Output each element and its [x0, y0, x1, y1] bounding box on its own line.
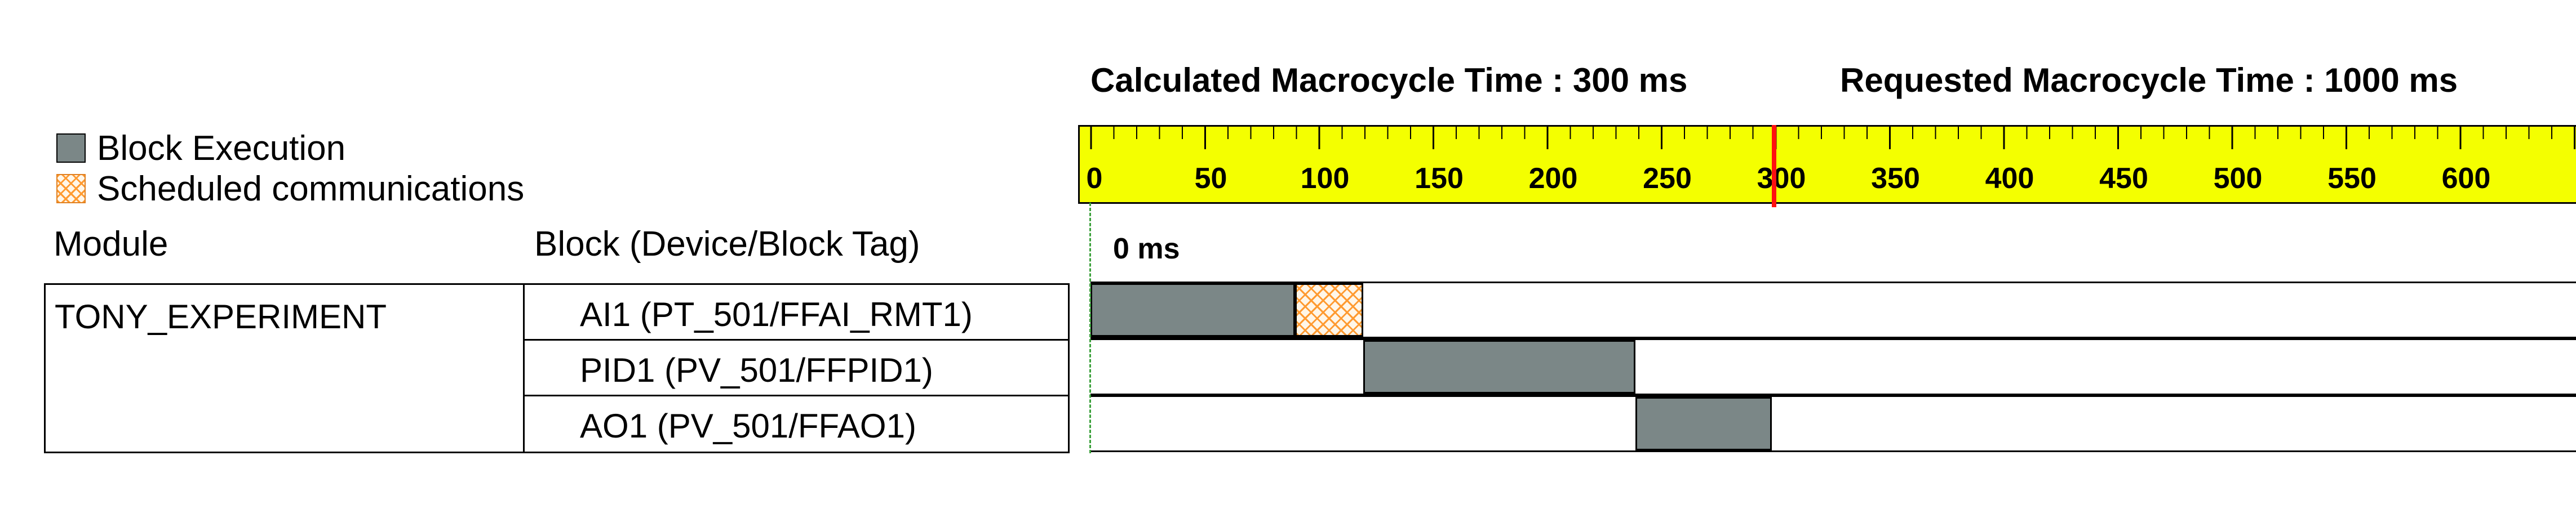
block-row-ao1[interactable]: AO1 (PV_501/FFAO1) — [525, 396, 1070, 452]
module-name: TONY_EXPERIMENT — [55, 298, 387, 336]
ruler-tick-label: 500 — [2213, 162, 2263, 195]
calculated-macrocycle-time: Calculated Macrocycle Time : 300 ms — [1090, 61, 1688, 99]
ruler-tick-label: 250 — [1643, 162, 1692, 195]
zero-time-label: 0 ms — [1113, 233, 1180, 265]
timeline-lanes — [1090, 282, 2576, 453]
block-label: AI1 (PT_501/FFAI_RMT1) — [580, 296, 973, 333]
zero-time-line — [1089, 203, 1091, 453]
block-execution-bar-pid1[interactable] — [1363, 340, 1636, 394]
timeline-lane-pid1 — [1090, 338, 2576, 395]
requested-macrocycle-time: Requested Macrocycle Time : 1000 ms — [1840, 61, 2458, 99]
module-cell[interactable]: TONY_EXPERIMENT — [46, 285, 525, 452]
macrocycle-marker[interactable] — [1772, 125, 1776, 207]
ruler-tick-label: 600 — [2441, 162, 2491, 195]
time-ruler: 0501001502002503003504004505005506006 — [1078, 125, 2576, 204]
ruler-tick-label: 150 — [1415, 162, 1464, 195]
legend-label-block-execution: Block Execution — [97, 128, 346, 168]
ruler-tick-label: 0 — [1086, 162, 1103, 195]
ruler-ticks — [1090, 127, 2575, 149]
legend-item-scheduled-communications: Scheduled communications — [56, 169, 524, 208]
ruler-tick-label: 200 — [1528, 162, 1578, 195]
timeline-lane-ai1 — [1090, 282, 2576, 338]
ruler-tick-label: 300 — [1757, 162, 1806, 195]
block-label: PID1 (PV_501/FFPID1) — [580, 351, 933, 389]
block-execution-swatch-icon — [56, 133, 86, 163]
legend-item-block-execution: Block Execution — [56, 128, 345, 168]
ruler-tick-label: 550 — [2327, 162, 2377, 195]
timeline-lane-ao1 — [1090, 395, 2576, 452]
column-header-block: Block (Device/Block Tag) — [534, 225, 920, 264]
block-row-ai1[interactable]: AI1 (PT_501/FFAI_RMT1) — [525, 285, 1070, 341]
block-execution-bar-ao1[interactable] — [1635, 397, 1772, 450]
legend-label-scheduled-communications: Scheduled communications — [97, 169, 525, 208]
ruler-tick-label: 50 — [1194, 162, 1227, 195]
schedule-table: TONY_EXPERIMENT AI1 (PT_501/FFAI_RMT1) P… — [44, 283, 1070, 453]
ruler-tick-label: 400 — [1985, 162, 2034, 195]
scheduled-communications-swatch-icon — [56, 174, 86, 203]
ruler-tick-label: 100 — [1300, 162, 1350, 195]
ruler-tick-label: 350 — [1871, 162, 1920, 195]
column-header-module: Module — [54, 225, 169, 264]
block-execution-bar-ai1[interactable] — [1090, 283, 1295, 337]
ruler-tick-label: 450 — [2099, 162, 2148, 195]
scheduled-communication-bar-ai1[interactable] — [1294, 283, 1363, 337]
block-row-pid1[interactable]: PID1 (PV_501/FFPID1) — [525, 341, 1070, 396]
block-label: AO1 (PV_501/FFAO1) — [580, 407, 916, 445]
